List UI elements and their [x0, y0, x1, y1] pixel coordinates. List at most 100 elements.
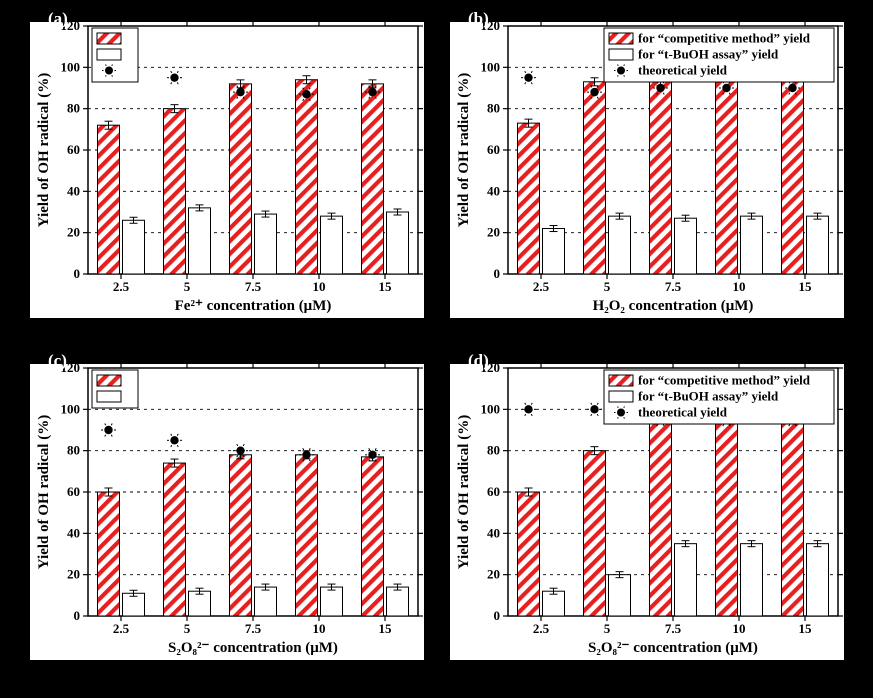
bar-tbuoh [387, 212, 409, 274]
y-tick-label: 60 [67, 484, 80, 499]
bar-competitive [296, 455, 318, 616]
bar-competitive [296, 80, 318, 274]
y-axis-label: Yield of OH radical (%) [456, 415, 472, 569]
y-tick-label: 0 [494, 266, 501, 281]
bar-tbuoh [387, 587, 409, 616]
bar-tbuoh [675, 544, 697, 616]
y-tick-label: 40 [67, 183, 80, 198]
y-axis-label: Yield of OH radical (%) [36, 415, 52, 569]
x-tick-label: 15 [799, 279, 813, 294]
marker-theoretical [590, 405, 598, 413]
x-tick-label: 7.5 [245, 279, 262, 294]
x-tick-label: 5 [184, 279, 191, 294]
bar-tbuoh [741, 216, 763, 274]
marker-theoretical [368, 88, 376, 96]
x-tick-label: 15 [379, 279, 393, 294]
marker-theoretical [302, 90, 310, 98]
legend-swatch-hatched [97, 375, 121, 386]
y-tick-label: 60 [487, 142, 500, 157]
legend-marker [617, 409, 625, 417]
legend-swatch-white [97, 391, 121, 402]
bar-competitive [518, 123, 540, 274]
legend-label: for “competitive method” yield [638, 31, 811, 46]
y-tick-label: 100 [61, 59, 81, 74]
x-tick-label: 2.5 [113, 279, 130, 294]
bar-tbuoh [609, 575, 631, 616]
marker-theoretical [170, 436, 178, 444]
legend-swatch-hatched [97, 33, 121, 44]
x-axis-label: Fe²⁺ concentration (μM) [175, 298, 332, 314]
bar-competitive [230, 84, 252, 274]
legend-label: for “t-BuOH assay” yield [638, 389, 779, 404]
panel-d: 020406080100120Yield of OH radical (%)2.… [450, 351, 844, 660]
legend-swatch-white [609, 391, 633, 402]
y-tick-label: 0 [74, 608, 81, 623]
bar-tbuoh [189, 591, 211, 616]
bar-competitive [362, 457, 384, 616]
y-tick-label: 0 [494, 608, 501, 623]
x-tick-label: 2.5 [113, 621, 130, 636]
bar-tbuoh [543, 591, 565, 616]
marker-theoretical [236, 446, 244, 454]
y-tick-label: 20 [67, 567, 80, 582]
legend-swatch-white [609, 49, 633, 60]
marker-theoretical [368, 451, 376, 459]
panel-tag: (c) [48, 351, 67, 370]
legend-swatch-white [97, 49, 121, 60]
marker-theoretical [104, 426, 112, 434]
bar-tbuoh [807, 544, 829, 616]
x-axis-label: H₂O₂ concentration (μM) [593, 298, 754, 314]
y-tick-label: 80 [487, 101, 500, 116]
y-tick-label: 80 [487, 443, 500, 458]
y-axis-label: Yield of OH radical (%) [36, 73, 52, 227]
y-tick-label: 0 [74, 266, 81, 281]
bar-competitive [584, 82, 606, 274]
bar-tbuoh [807, 216, 829, 274]
x-tick-label: 10 [733, 621, 746, 636]
x-axis-label: S₂O₈²⁻ concentration (μM) [588, 640, 758, 656]
bar-competitive [716, 78, 738, 274]
x-tick-label: 10 [313, 621, 326, 636]
legend-label: for “t-BuOH assay” yield [638, 47, 779, 62]
bar-tbuoh [255, 214, 277, 274]
y-tick-label: 80 [67, 101, 80, 116]
x-tick-label: 7.5 [665, 621, 682, 636]
y-tick-label: 20 [487, 567, 500, 582]
y-tick-label: 20 [67, 225, 80, 240]
legend-swatch-hatched [609, 375, 633, 386]
y-tick-label: 60 [487, 484, 500, 499]
bar-competitive [164, 109, 186, 274]
bar-competitive [362, 84, 384, 274]
bar-tbuoh [543, 229, 565, 274]
y-tick-label: 40 [67, 525, 80, 540]
x-tick-label: 7.5 [245, 621, 262, 636]
y-tick-label: 100 [481, 59, 501, 74]
panel-tag: (b) [468, 9, 489, 28]
bar-competitive [230, 455, 252, 616]
bar-tbuoh [123, 220, 145, 274]
bar-tbuoh [741, 544, 763, 616]
x-tick-label: 2.5 [533, 621, 550, 636]
bar-competitive [782, 399, 804, 616]
bar-competitive [716, 413, 738, 616]
marker-theoretical [170, 73, 178, 81]
y-tick-label: 60 [67, 142, 80, 157]
bar-competitive [782, 63, 804, 274]
panel-c: 020406080100120Yield of OH radical (%)2.… [30, 351, 424, 660]
bar-tbuoh [255, 587, 277, 616]
x-tick-label: 5 [604, 279, 611, 294]
bar-competitive [650, 409, 672, 616]
legend-label: theoretical yield [638, 405, 728, 420]
y-tick-label: 40 [487, 525, 500, 540]
panel-tag: (a) [48, 9, 68, 28]
legend-label: for “competitive method” yield [638, 373, 811, 388]
x-tick-label: 10 [733, 279, 746, 294]
y-tick-label: 100 [61, 401, 81, 416]
x-tick-label: 7.5 [665, 279, 682, 294]
marker-theoretical [236, 88, 244, 96]
legend-marker [617, 67, 625, 75]
bar-competitive [98, 125, 120, 274]
bar-competitive [584, 451, 606, 616]
marker-theoretical [788, 84, 796, 92]
x-tick-label: 5 [184, 621, 191, 636]
